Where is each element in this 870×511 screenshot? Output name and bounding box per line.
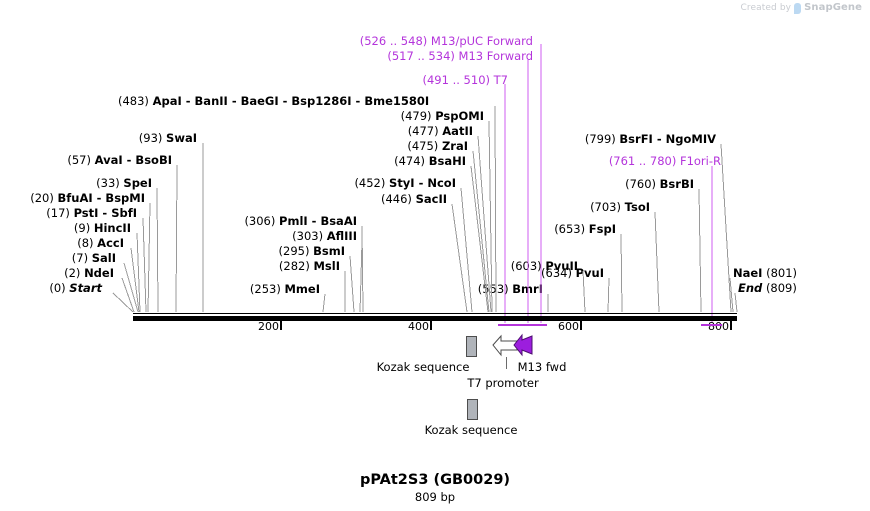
ruler-label-800: 800 [708, 320, 729, 333]
primer-label-t7[interactable]: (491 .. 510) T7 [422, 73, 509, 87]
feature-label-kozak-sequence-bottom[interactable]: Kozak sequence [424, 423, 518, 437]
site-label-603[interactable]: (603) PvuII [510, 259, 578, 273]
feature-kozak-sequence-box[interactable] [466, 336, 477, 357]
primer-bar-t7[interactable] [498, 324, 529, 326]
snapgene-watermark: Created by SnapGene [740, 2, 862, 14]
site-label-57[interactable]: (57) AvaI - BsoBI [67, 153, 172, 167]
watermark-prefix: Created by [740, 2, 792, 13]
site-label-801[interactable]: NaeI (801) [733, 266, 798, 280]
site-label-20[interactable]: (20) BfuAI - BspMI [30, 191, 145, 205]
primer-bar-m13-forward[interactable] [521, 324, 547, 326]
feature-label-t7-promoter[interactable]: T7 promoter [467, 376, 539, 390]
ruler-label-200: 200 [258, 320, 279, 333]
site-label-17[interactable]: (17) PstI - SbfI [46, 206, 137, 220]
site-label-9[interactable]: (9) HincII [73, 221, 131, 235]
sequence-backbone [133, 316, 737, 321]
site-label-483[interactable]: (483) ApaI - BanII - BaeGI - Bsp1286I - … [118, 94, 430, 108]
primer-bar-f1ori-r[interactable] [701, 324, 722, 326]
site-label-2[interactable]: (2) NdeI [64, 266, 114, 280]
site-label-7[interactable]: (7) SalI [71, 251, 116, 265]
site-label-8[interactable]: (8) AccI [77, 236, 124, 250]
site-label-760[interactable]: (760) BsrBI [625, 177, 694, 191]
ruler-tick-800 [730, 321, 732, 330]
site-label-809-end[interactable]: End (809) [738, 281, 797, 295]
primer-label-f1ori-r[interactable]: (761 .. 780) F1ori-R [608, 154, 721, 168]
ruler-label-400: 400 [408, 320, 429, 333]
site-label-475[interactable]: (475) ZraI [407, 139, 468, 153]
sequence-line-top [133, 313, 737, 314]
feature-t7-promoter-leader [506, 357, 507, 369]
site-label-282[interactable]: (282) MslI [278, 259, 340, 273]
site-label-303[interactable]: (303) AflIII [292, 229, 357, 243]
snapgene-logo-icon [794, 3, 802, 14]
site-label-474[interactable]: (474) BsaHI [394, 154, 466, 168]
site-label-446[interactable]: (446) SacII [380, 192, 447, 206]
feature-kozak-sequence-box-2[interactable] [467, 399, 478, 420]
site-label-553[interactable]: (553) BmrI [477, 282, 543, 296]
feature-label-m13-fwd[interactable]: M13 fwd [517, 360, 567, 374]
ruler-tick-600 [580, 321, 582, 330]
site-label-479[interactable]: (479) PspOMI [400, 109, 484, 123]
feature-label-kozak-sequence-top[interactable]: Kozak sequence [376, 360, 470, 374]
site-label-477[interactable]: (477) AatII [407, 124, 473, 138]
ruler-tick-200 [280, 321, 282, 330]
primer-label-m13-forward[interactable]: (517 .. 534) M13 Forward [387, 49, 533, 63]
feature-m13-fwd-arrow-icon[interactable] [513, 333, 537, 359]
site-label-452[interactable]: (452) StyI - NcoI [354, 176, 456, 190]
primer-label-m13puc-forward[interactable]: (526 .. 548) M13/pUC Forward [359, 34, 533, 48]
ruler-tick-400 [430, 321, 432, 330]
site-label-0-start[interactable]: (0) Start [49, 281, 102, 295]
site-label-703[interactable]: (703) TsoI [590, 200, 650, 214]
ruler-label-600: 600 [558, 320, 579, 333]
site-label-306[interactable]: (306) PmlI - BsaAI [244, 214, 357, 228]
site-label-634[interactable]: (634) PvuI [541, 266, 604, 280]
site-label-93[interactable]: (93) SwaI [138, 131, 197, 145]
site-label-33[interactable]: (33) SpeI [96, 176, 152, 190]
site-label-295[interactable]: (295) BsmI [278, 244, 345, 258]
plasmid-length: 809 bp [414, 490, 456, 504]
page-title: pPAt2S3 (GB0029) [359, 472, 511, 488]
site-label-253[interactable]: (253) MmeI [249, 282, 320, 296]
site-label-799[interactable]: (799) BsrFI - NgoMIV [584, 132, 716, 146]
watermark-brand: SnapGene [804, 2, 862, 13]
site-label-653[interactable]: (653) FspI [554, 222, 616, 236]
